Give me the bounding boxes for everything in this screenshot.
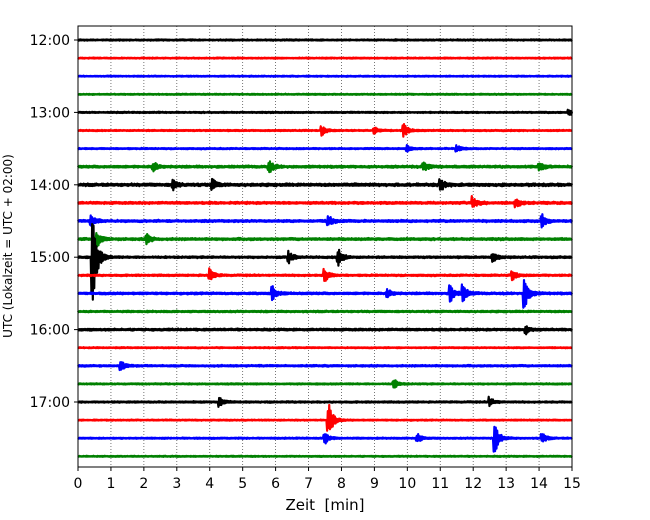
seismic-trace (77, 108, 574, 116)
x-tick-label: 0 (74, 476, 83, 492)
x-tick-label: 14 (530, 476, 548, 492)
x-tick-label: 4 (205, 476, 214, 492)
y-tick-label: 13:00 (30, 105, 70, 121)
seismic-trace (77, 194, 573, 209)
x-axis-label: Zeit [min] (285, 496, 364, 514)
y-tick-label: 17:00 (30, 395, 70, 411)
x-tick-label: 9 (370, 476, 379, 492)
seismic-trace (77, 92, 573, 96)
y-tick-label: 14:00 (30, 178, 70, 194)
plot-frame (77, 25, 573, 468)
y-tick-label: 15:00 (30, 250, 70, 266)
y-axis: 12:00 13:00 14:00 15:00 16:00 17:00 (30, 33, 78, 411)
seismic-trace (77, 56, 573, 60)
seismic-trace (77, 425, 573, 453)
x-axis: 0 1 2 3 4 5 6 7 8 9 10 11 12 13 14 15 (74, 467, 581, 492)
seismic-trace (77, 395, 573, 408)
seismic-trace (77, 379, 573, 389)
seismic-trace (77, 278, 574, 309)
seismic-trace (77, 213, 574, 229)
seismic-trace (77, 325, 573, 336)
seismic-traces (77, 38, 574, 458)
x-tick-label: 15 (563, 476, 581, 492)
x-tick-label: 3 (172, 476, 181, 492)
seismic-trace (77, 454, 573, 458)
y-tick-label: 12:00 (30, 33, 70, 49)
x-tick-label: 8 (337, 476, 346, 492)
seismic-trace (77, 232, 573, 248)
seismic-trace (77, 309, 573, 314)
x-tick-label: 12 (464, 476, 482, 492)
x-tick-label: 10 (398, 476, 416, 492)
plot-background (78, 26, 572, 467)
seismic-trace (77, 74, 573, 78)
seismic-trace (77, 177, 574, 192)
seismic-trace (77, 144, 573, 153)
seismic-trace (77, 361, 573, 372)
seismic-trace (77, 123, 573, 138)
seismic-trace (77, 38, 573, 42)
seismic-trace (77, 267, 573, 283)
x-tick-label: 13 (497, 476, 515, 492)
x-tick-label: 6 (271, 476, 280, 492)
seismic-trace (77, 223, 573, 301)
x-tick-label: 5 (238, 476, 247, 492)
x-tick-label: 1 (106, 476, 115, 492)
seismic-trace (77, 346, 573, 350)
seismic-trace (77, 160, 574, 174)
x-tick-label: 7 (304, 476, 313, 492)
y-axis-label: UTC (Lokalzeit = UTC + 02:00) (1, 154, 15, 338)
seismic-trace (77, 403, 573, 432)
x-tick-label: 11 (431, 476, 449, 492)
y-tick-label: 16:00 (30, 323, 70, 339)
x-tick-label: 2 (139, 476, 148, 492)
